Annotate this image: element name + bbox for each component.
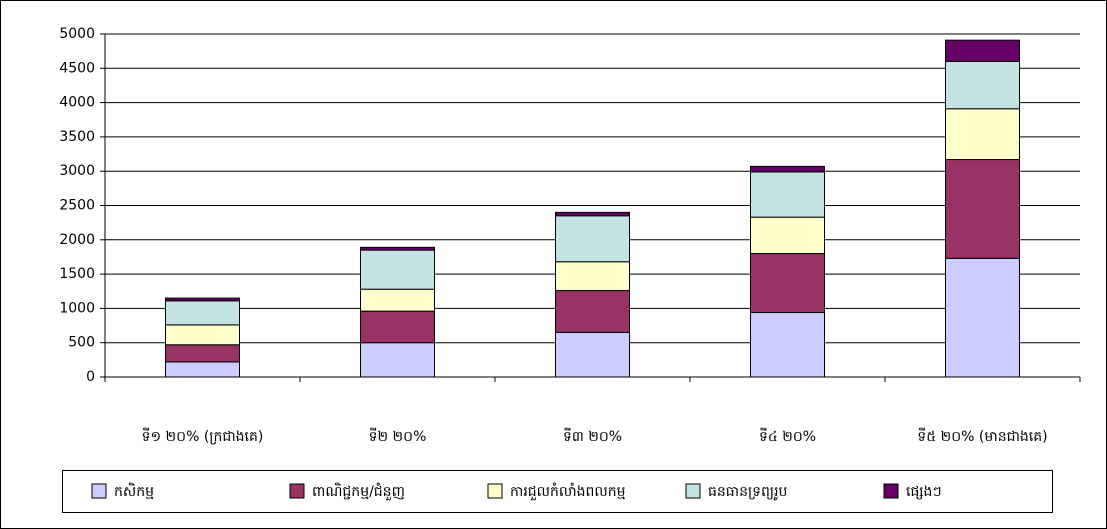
y-tick-label: 5000 <box>59 26 95 42</box>
y-tick-label: 0 <box>86 369 95 385</box>
bar-segment <box>360 310 435 344</box>
legend-swatch <box>685 483 701 499</box>
bar-segment <box>750 312 825 378</box>
bar-segment <box>165 361 240 378</box>
y-tick-label: 4500 <box>59 60 95 76</box>
legend-swatch <box>883 483 899 499</box>
bar-segment <box>945 108 1020 161</box>
bar-segment <box>555 290 630 333</box>
x-tick-label: ទី២ ២០% <box>369 427 427 445</box>
bar-segment <box>945 39 1020 62</box>
legend-label: ការជួលកំលាំងពលកម្ម <box>510 482 626 501</box>
bar-segment <box>750 253 825 314</box>
x-tick-label: ទី៥ ២០% (មានជាងគេ) <box>917 427 1047 445</box>
bar-segment <box>165 297 240 302</box>
bar-segment <box>555 215 630 263</box>
bar-segment <box>360 342 435 378</box>
x-tick-label: ទី៤ ២០% <box>759 427 816 445</box>
y-tick-label: 2000 <box>59 232 95 248</box>
bar-segment <box>555 261 630 292</box>
y-tick-label: 2500 <box>59 198 95 214</box>
legend-label: ផ្សេងៗ <box>906 484 942 500</box>
bar-segment <box>165 324 240 346</box>
bar-segment <box>555 211 630 217</box>
x-tick-label: ទី៣ ២០% <box>563 427 622 445</box>
y-tick-label: 3500 <box>59 129 95 145</box>
legend-swatch <box>487 483 503 499</box>
bar-segment <box>360 288 435 312</box>
bar-segment <box>945 159 1020 259</box>
bar-segment <box>750 216 825 255</box>
y-tick-label: 1000 <box>59 300 95 316</box>
bar-segment <box>945 257 1020 378</box>
y-tick-label: 4000 <box>59 95 95 111</box>
y-tick-label: 1500 <box>59 266 95 282</box>
bar-segment <box>555 331 630 378</box>
legend-swatch <box>289 483 305 499</box>
bar-segment <box>165 300 240 326</box>
bar-segment <box>360 246 435 251</box>
bar-segment <box>360 249 435 290</box>
legend-label: ពាណិជ្ជកម្ម/ជំនួញ <box>312 482 405 501</box>
y-tick-label: 3000 <box>59 163 95 179</box>
x-tick-label: ទី១ ២០% (ក្រជាងគេ) <box>142 427 264 445</box>
bar-segment <box>750 165 825 173</box>
y-tick-label: 500 <box>68 335 95 351</box>
legend-swatch <box>91 483 107 499</box>
legend-label: ធនធានទ្រព្យរូប <box>708 484 788 501</box>
bar-segment <box>165 344 240 363</box>
legend-label: កសិកម្ម <box>114 482 154 500</box>
bar-segment <box>750 171 825 218</box>
bar-segment <box>945 60 1020 110</box>
